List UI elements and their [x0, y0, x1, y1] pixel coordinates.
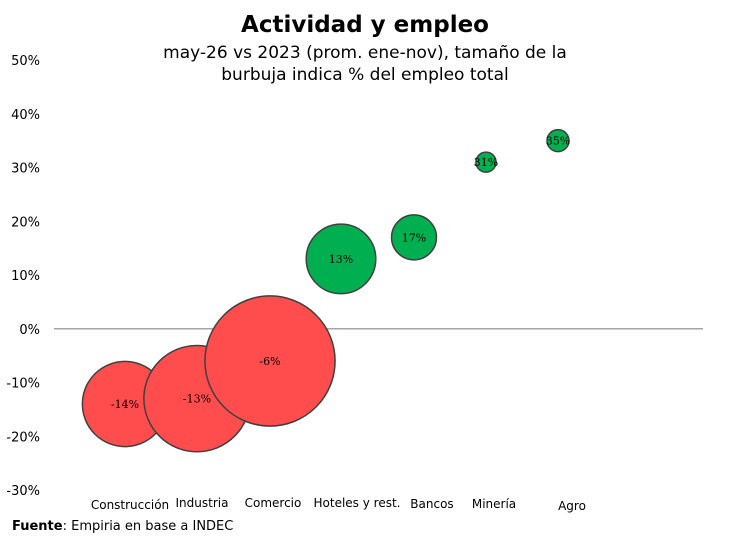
- category-label: Minería: [472, 497, 516, 511]
- data-label: -13%: [183, 393, 211, 406]
- y-tick-label: 30%: [11, 162, 40, 177]
- data-label: 13%: [329, 253, 353, 266]
- bubble-agro: [546, 128, 570, 153]
- chart-subtitle: may-26 vs 2023 (prom. ene-nov), tamaño d…: [163, 43, 567, 85]
- category-label: Industria: [176, 496, 229, 510]
- category-label: Hoteles y rest.: [314, 496, 401, 510]
- category-labels: Construcción Industria Comercio Hoteles y r…: [91, 496, 586, 513]
- data-label: 31%: [474, 156, 498, 169]
- category-label: Bancos: [410, 497, 453, 511]
- y-tick-label: 40%: [11, 108, 40, 123]
- category-label: Construcción: [91, 498, 169, 512]
- y-tick-label: 20%: [11, 215, 40, 230]
- category-label: Agro: [558, 499, 586, 513]
- y-tick-label: 50%: [11, 54, 40, 69]
- bubble-labels: -14% -13% -6% 13% 17% 31% 35%: [111, 135, 570, 411]
- y-tick-label: -30%: [6, 484, 40, 499]
- bubble-hoteles-y-rest-: [305, 223, 377, 295]
- source-label: Fuente: [12, 519, 63, 534]
- data-label: 17%: [402, 231, 426, 244]
- bubble-miner-a: [475, 151, 497, 173]
- source-text: : Empiria en base a INDEC: [62, 519, 234, 534]
- data-label: 35%: [546, 135, 570, 148]
- category-label: Comercio: [245, 496, 302, 510]
- data-label: -14%: [111, 398, 139, 411]
- bubble-comercio: [204, 295, 336, 427]
- source-note: Fuente: Empiria en base a INDEC: [12, 519, 233, 534]
- data-label: -6%: [259, 355, 280, 368]
- bubbles: [81, 128, 570, 453]
- y-tick-label: 10%: [11, 269, 40, 284]
- y-tick-label: -20%: [6, 430, 40, 445]
- chart-title: Actividad y empleo: [241, 12, 489, 38]
- y-tick-label: -10%: [6, 377, 40, 392]
- bubble-bancos: [390, 214, 438, 261]
- y-tick-label: 0%: [19, 323, 40, 338]
- y-axis-ticks: 50% 40% 30% 20% 10% 0% -10% -20% -30%: [6, 54, 40, 499]
